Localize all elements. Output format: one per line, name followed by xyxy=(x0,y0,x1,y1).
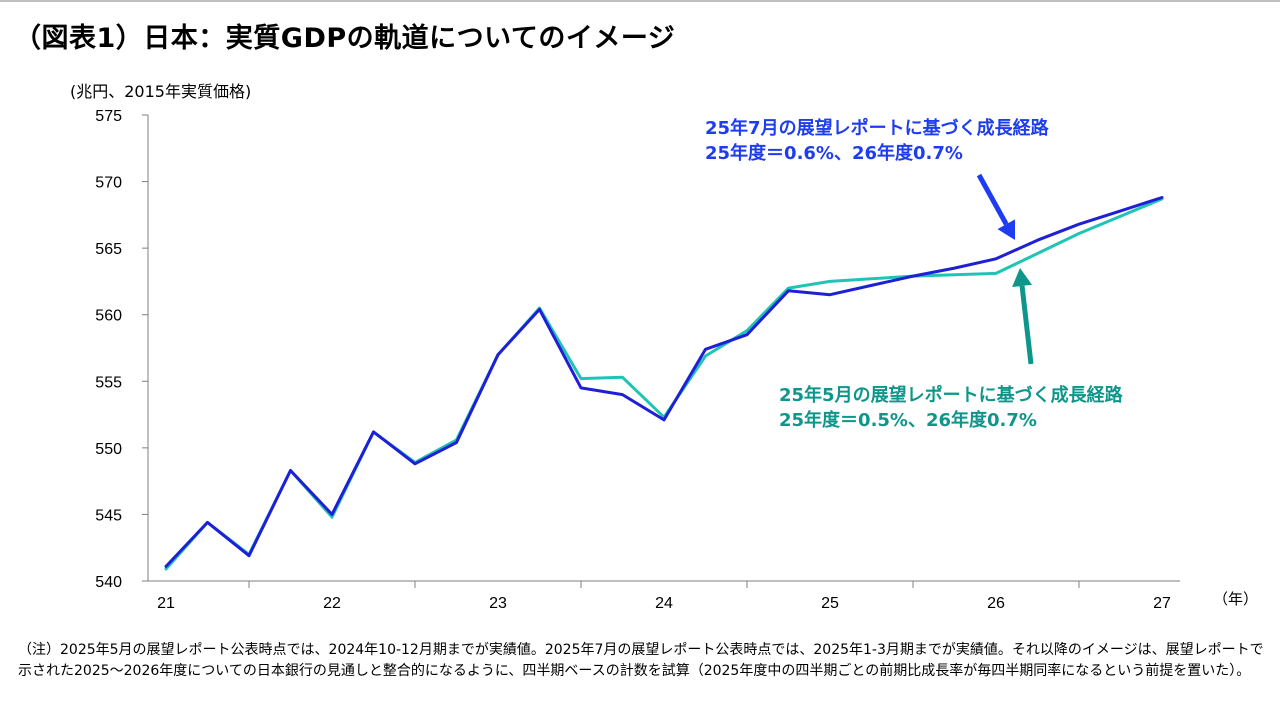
x-tick-label: 24 xyxy=(655,595,673,612)
y-tick-label: 560 xyxy=(95,308,122,325)
x-tick-label: 23 xyxy=(489,595,507,612)
y-tick-label: 575 xyxy=(95,108,122,125)
y-tick-label: 550 xyxy=(95,441,122,458)
x-tick-label: 21 xyxy=(157,595,175,612)
series-layer xyxy=(164,196,1164,571)
x-axis-unit-label: （年） xyxy=(1213,590,1259,608)
y-tick-label: 555 xyxy=(95,374,122,391)
y-tick-label: 570 xyxy=(95,175,122,192)
page-title: （図表1）日本：実質GDPの軌道についてのイメージ xyxy=(14,23,676,54)
annotation-jul-growth: 25年度＝0.6%、26年度0.7% xyxy=(705,143,963,164)
footnote: （注）2025年5月の展望レポート公表時点では、2024年10-12月期までが実… xyxy=(18,642,1264,679)
arrow-may-icon xyxy=(1012,268,1034,365)
arrow-layer xyxy=(976,173,1034,365)
annotation-may-growth: 25年度＝0.5%、26年度0.7% xyxy=(779,410,1037,431)
y-tick-label: 540 xyxy=(95,574,122,591)
x-tick-label: 26 xyxy=(987,595,1005,612)
x-tick-label: 22 xyxy=(323,595,341,612)
annotation-may-title: 25年5月の展望レポートに基づく成長経路 xyxy=(779,385,1123,406)
annotation-jul: 25年7月の展望レポートに基づく成長経路 25年度＝0.6%、26年度0.7% xyxy=(705,116,1049,166)
top-rule xyxy=(0,0,1280,2)
x-tick-label: 27 xyxy=(1153,595,1171,612)
x-tick-label: 25 xyxy=(821,595,839,612)
annotation-jul-title: 25年7月の展望レポートに基づく成長経路 xyxy=(705,118,1049,139)
y-tick-label: 565 xyxy=(95,241,122,258)
annotation-may: 25年5月の展望レポートに基づく成長経路 25年度＝0.5%、26年度0.7% xyxy=(779,383,1123,433)
series-line-jul xyxy=(164,196,1164,568)
y-tick-label: 545 xyxy=(95,507,122,524)
arrow-jul-icon xyxy=(976,173,1016,240)
y-axis-label: (兆円、2015年実質価格) xyxy=(70,82,252,101)
chart-axes: 540 545 550 555 560 565 570 575 21 22 23 24 25 26 27 xyxy=(95,108,1180,612)
